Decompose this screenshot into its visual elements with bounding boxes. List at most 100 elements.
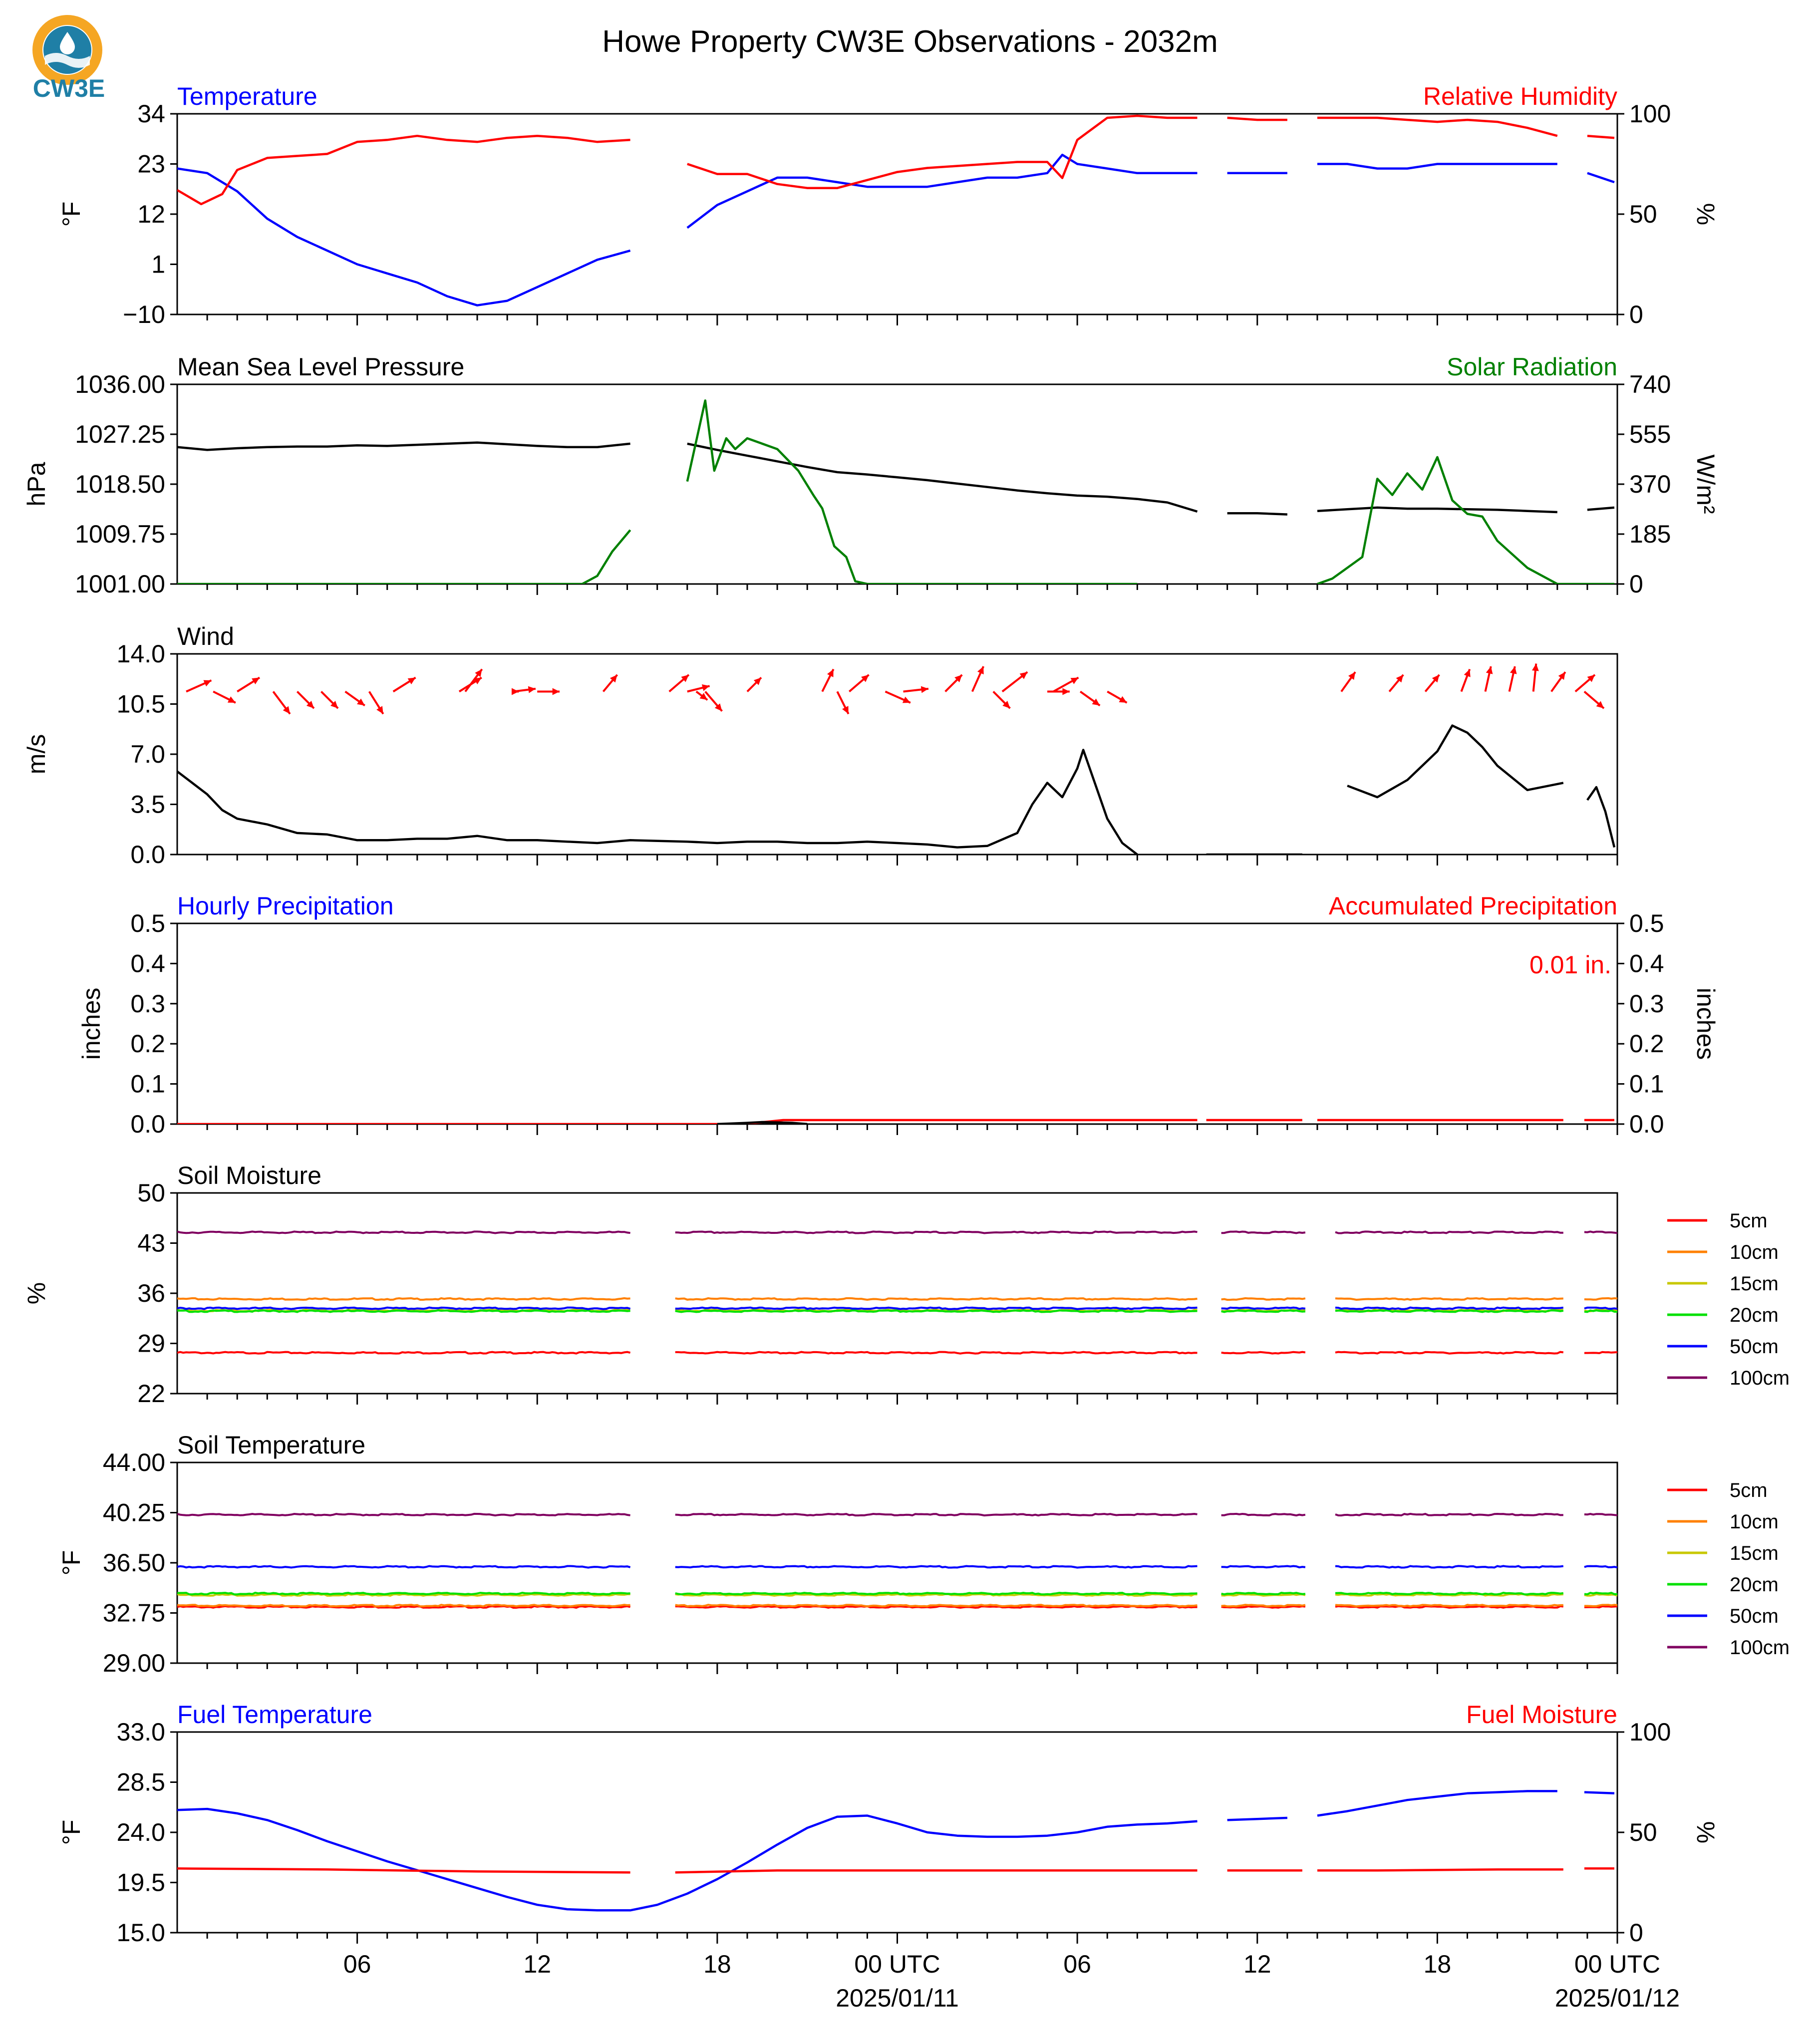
wind-arrow-head (1119, 696, 1127, 703)
panel-frame (176, 1731, 1618, 1934)
y-tick-label: 1027.25 (75, 420, 165, 448)
y-tick-label: 44.00 (103, 1449, 165, 1476)
wind-arrow-head (1464, 669, 1471, 677)
series-line-0 (177, 749, 1138, 855)
panel-title-left: Soil Moisture (177, 1161, 321, 1189)
legend-label: 20cm (1730, 1304, 1779, 1326)
wind-arrow (1508, 666, 1517, 692)
wind-arrow (1583, 690, 1605, 709)
wind-arrow-head (609, 674, 617, 683)
wind-arrow (213, 690, 236, 704)
x-tick-label: 18 (703, 1950, 731, 1978)
y-tick-label: 3.5 (130, 791, 165, 819)
y-tick-label: 1001.00 (75, 570, 165, 598)
wind-arrow-head (1348, 672, 1356, 680)
panel-title-left: Soil Temperature (177, 1431, 365, 1459)
panel-title-left: Hourly Precipitation (177, 892, 394, 920)
legend-label: 10cm (1730, 1241, 1779, 1263)
wind-arrow (836, 691, 850, 715)
wind-arrow (1001, 671, 1028, 693)
wind-arrow-head (1531, 663, 1539, 671)
series-line-50cm (177, 1306, 1617, 1310)
y-tick-label-right: 0 (1629, 570, 1643, 598)
y-tick-label: 12 (137, 200, 165, 228)
legend-panel-6: 5cm 10cm 15cm 20cm 50cm 100cm (1667, 1479, 1790, 1659)
panel-plot-area (177, 1790, 1615, 1912)
y-tick-label: 29 (137, 1330, 165, 1358)
x-tick-label: 12 (1243, 1950, 1271, 1978)
wind-arrow-head (842, 706, 849, 714)
y-tick-label: 14.0 (117, 640, 165, 668)
panel-title-right: Fuel Moisture (1466, 1701, 1617, 1729)
wind-arrow-head (252, 677, 260, 685)
y-axis-label-right: inches (1692, 988, 1720, 1060)
wind-arrow-head (714, 703, 722, 711)
panel-frame (176, 113, 1618, 315)
y-tick-label: 23 (137, 150, 165, 178)
wind-arrow (885, 690, 911, 704)
wind-arrow (1079, 690, 1101, 707)
panel-frame (176, 383, 1618, 585)
wind-arrow-head (330, 700, 338, 709)
y-tick-label: 0.0 (130, 1110, 165, 1138)
series-line-1 (177, 114, 1615, 206)
y-tick-label-right: 0 (1629, 300, 1643, 328)
y-tick-label: 19.5 (117, 1869, 165, 1897)
y-tick-label-right: 0.1 (1629, 1070, 1664, 1098)
wind-arrow (992, 691, 1011, 709)
wind-arrow (237, 676, 261, 693)
panel-plot-area (177, 663, 1616, 855)
wind-arrow (1047, 688, 1070, 695)
panel-title-right: Relative Humidity (1423, 82, 1617, 110)
x-tick-label: 06 (1063, 1950, 1091, 1978)
y-axis-label: °F (57, 1550, 85, 1576)
wind-arrow-head (902, 696, 910, 703)
x-tick-label: 06 (343, 1950, 371, 1978)
y-tick-label-right: 100 (1629, 1718, 1671, 1746)
wind-arrow (704, 691, 723, 712)
wind-arrow (344, 690, 365, 707)
legends: 5cm10cm15cm20cm50cm100cm5cm10cm15cm20cm5… (1667, 1210, 1790, 1659)
legend-label: 100cm (1730, 1637, 1790, 1659)
legend-label: 20cm (1730, 1574, 1779, 1596)
y-tick-label: 10.5 (117, 690, 165, 718)
series-line-0 (177, 1790, 1615, 1912)
wind-arrow (971, 666, 984, 692)
y-tick-label: 32.75 (103, 1599, 165, 1627)
wind-arrow-head (753, 677, 761, 685)
wind-arrow-head (1486, 666, 1493, 674)
cw3e-logo-mark (32, 15, 102, 85)
wind-arrow (746, 677, 762, 692)
y-tick-label-right: 555 (1629, 420, 1671, 448)
y-tick-label-right: 370 (1629, 470, 1671, 498)
y-axis-label: hPa (22, 462, 50, 506)
y-tick-label: 1018.50 (75, 470, 165, 498)
wind-arrow-head (699, 693, 708, 700)
wind-arrow-head (203, 680, 212, 687)
series-line-0 (177, 441, 1615, 516)
panel-1: Temperature Relative Humidity 34 23 12 1 −10 10… (57, 82, 1720, 328)
wind-arrow-head (306, 700, 314, 709)
panel-6: Soil Temperature 44.00 40.25 36.50 32.75 29.0… (57, 1431, 1618, 1677)
x-axis: 06 12 18 00 UTC 06 12 18 00 UTC 2025/01/11 2025/0… (343, 1950, 1680, 2012)
y-tick-label-right: 0.0 (1629, 1110, 1664, 1138)
y-tick-label: 40.25 (103, 1499, 165, 1527)
y-tick-label: 1009.75 (75, 520, 165, 548)
y-tick-label-right: 100 (1629, 100, 1671, 128)
y-tick-label-right: 0.4 (1629, 949, 1664, 977)
wind-arrow (944, 674, 963, 692)
logo-text: CW3E (32, 74, 105, 102)
panel-plot-area (177, 1230, 1617, 1355)
y-tick-label: 36.50 (103, 1549, 165, 1577)
y-tick-label: 34 (137, 100, 165, 128)
legend-label: 5cm (1730, 1479, 1768, 1501)
wind-arrow (668, 674, 690, 693)
wind-arrow (511, 688, 519, 695)
wind-arrow-head (861, 674, 869, 682)
y-tick-label-right: 185 (1629, 520, 1671, 548)
wind-arrow-head (1062, 688, 1070, 695)
wind-arrow-head (920, 686, 928, 693)
wind-arrow-head (1070, 677, 1079, 684)
wind-arrow-head (407, 677, 416, 685)
wind-arrow (1388, 674, 1404, 692)
